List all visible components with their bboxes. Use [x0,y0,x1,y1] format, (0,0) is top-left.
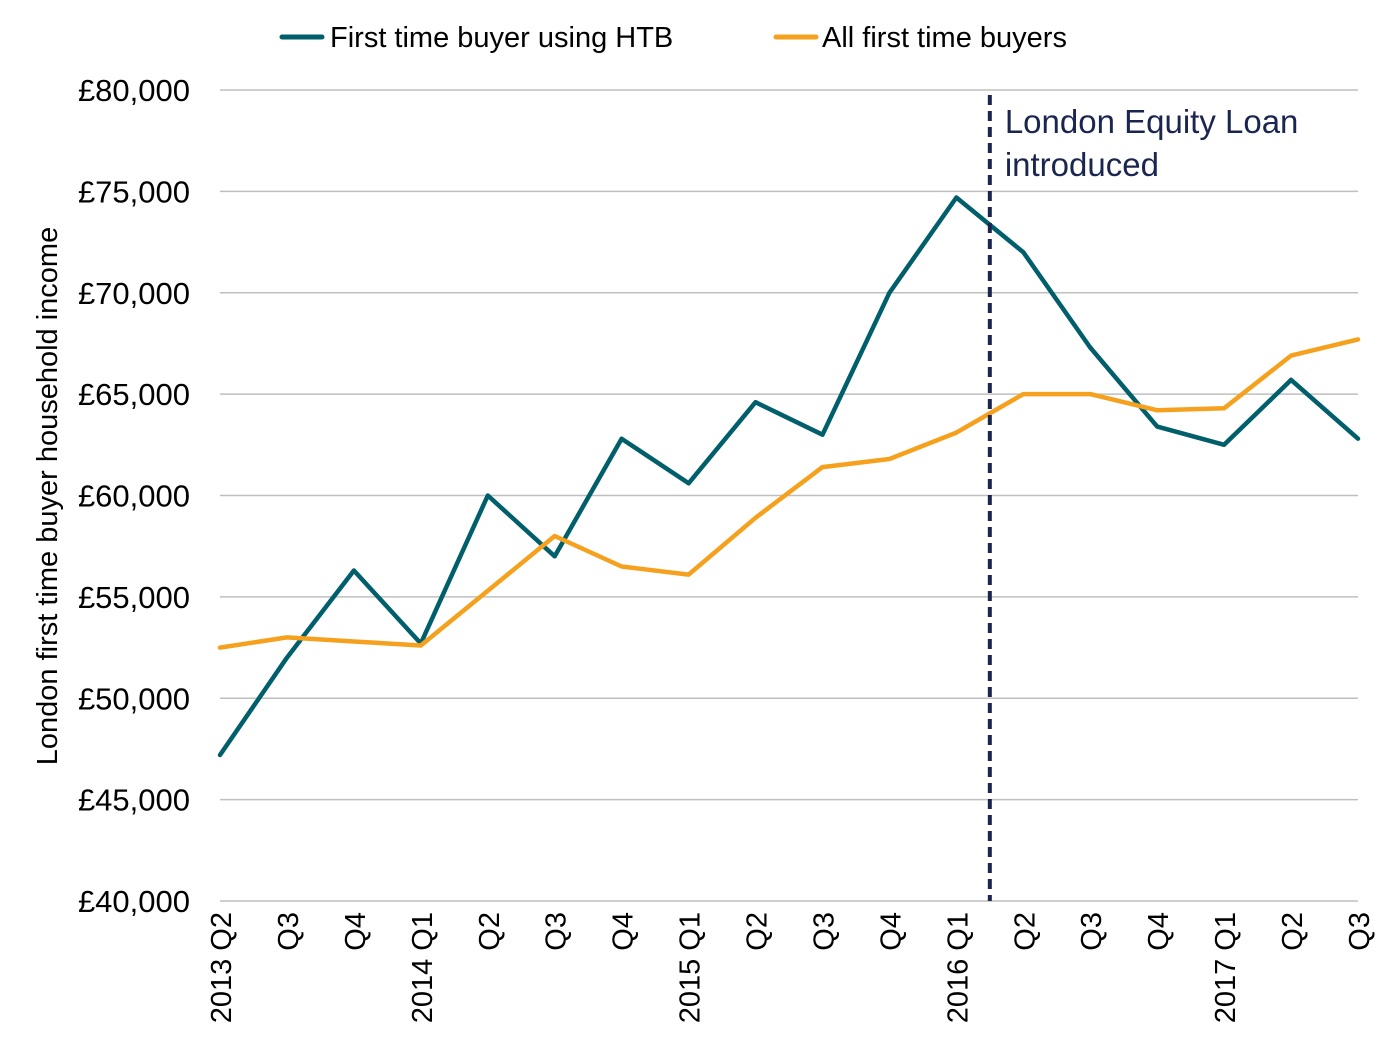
y-tick-label: £40,000 [78,884,190,919]
y-tick-label: £65,000 [78,377,190,412]
annotation-text: London Equity Loan [1005,103,1299,140]
annotation-text: introduced [1005,146,1159,183]
gridlines [220,89,1358,902]
x-tick-label: 2015 Q1 [675,912,707,1023]
x-tick-label: Q3 [1344,912,1376,951]
series-line-2 [217,337,1361,650]
x-tick-label: Q3 [273,912,305,951]
x-tick-label: Q4 [875,912,907,951]
x-tick-label: Q4 [1143,912,1175,951]
series-line-1 [217,195,1361,758]
x-tick-label: Q3 [1076,912,1108,951]
x-axis-ticks: 2013 Q2 Q3 Q4 2014 Q1 Q2 Q3 Q4 2015 Q1 Q2 Q3 Q4 201… [206,912,1376,1023]
x-tick-label: 2014 Q1 [407,912,439,1023]
x-tick-label: Q2 [1009,912,1041,951]
x-tick-label: Q2 [742,912,774,951]
y-tick-label: £45,000 [78,783,190,818]
y-tick-label: £50,000 [78,681,190,716]
x-tick-label: 2016 Q1 [942,912,974,1023]
x-tick-label: Q3 [808,912,840,951]
y-axis-title: London first time buyer household income [32,227,64,765]
x-tick-label: Q4 [340,912,372,951]
y-tick-label: £55,000 [78,580,190,615]
y-tick-label: £70,000 [78,276,190,311]
x-tick-label: Q2 [474,912,506,951]
y-tick-label: £80,000 [78,73,190,108]
x-tick-label: Q3 [541,912,573,951]
x-tick-label: Q4 [608,912,640,951]
x-tick-label: 2013 Q2 [206,912,238,1023]
legend: First time buyer using HTB All first time… [279,22,1067,54]
x-tick-label: Q2 [1277,912,1309,951]
y-tick-label: £75,000 [78,174,190,209]
y-tick-label: £60,000 [78,479,190,514]
legend-label: All first time buyers [822,22,1067,54]
legend-label: First time buyer using HTB [330,22,673,54]
x-tick-label: 2017 Q1 [1210,912,1242,1023]
y-axis-ticks: £40,000 £45,000 £50,000 £55,000 £60,000 £65,0… [78,73,190,919]
